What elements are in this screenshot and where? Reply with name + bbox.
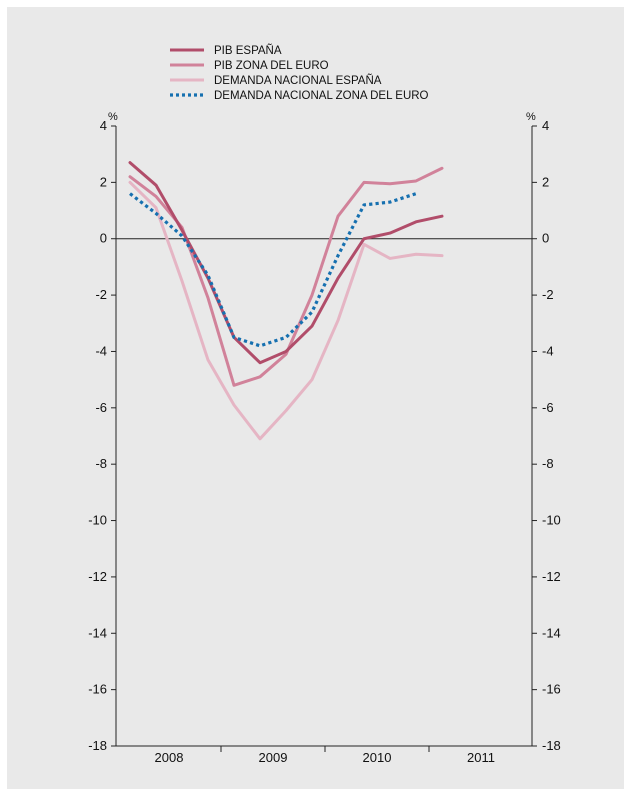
x-tick-label: 2010 [363,750,392,765]
y-tick-label-left: -2 [95,287,107,302]
y-tick-label-left: 0 [100,231,107,246]
legend-label: DEMANDA NACIONAL ESPAÑA [214,74,382,87]
y-tick-label-right: -6 [542,400,554,415]
legend: PIB ESPAÑA PIB ZONA DEL EURO DEMANDA NACIO… [170,44,429,102]
chart-panel [7,7,624,789]
y-tick-label-right: -8 [542,456,554,471]
y-axis-unit-right: % [526,111,536,123]
y-tick-label-left: -12 [88,569,107,584]
y-tick-label-right: 2 [542,174,549,189]
y-tick-label-right: 4 [542,118,549,133]
y-tick-label-right: 0 [542,231,549,246]
y-tick-label-right: -4 [542,343,554,358]
y-tick-label-left: -14 [88,625,107,640]
y-tick-label-left: -6 [95,400,107,415]
y-tick-label-right: -12 [542,569,561,584]
series-lines [128,161,444,441]
y-tick-label-left: -10 [88,513,107,528]
y-tick-label-left: -8 [95,456,107,471]
y-tick-label-left: 2 [100,174,107,189]
x-tick-label: 2011 [467,750,495,765]
y-axis-unit-left: % [108,111,118,123]
y-tick-label-right: -14 [542,625,561,640]
y-tick-label-right: -2 [542,287,554,302]
legend-label: DEMANDA NACIONAL ZONA DEL EURO [214,90,429,102]
y-tick-label-right: -10 [542,513,561,528]
x-tick-label: 2009 [259,750,288,765]
y-tick-label-left: 4 [100,118,107,133]
y-tick-label-right: -18 [542,738,561,753]
y-tick-label-left: -4 [95,343,107,358]
series-line-3 [128,180,444,441]
legend-label: PIB ESPAÑA [214,44,282,57]
y-tick-label-right: -16 [542,682,561,697]
y-tick-label-left: -18 [88,738,107,753]
series-line-1 [128,161,444,365]
x-tick-label: 2008 [155,750,184,765]
axes: 4 4 2 2 0 0 -2 -2 -4 -4 -6 -6 -8 -8 -10 -10 -12 -12 -14 -14… [88,118,561,765]
legend-label: PIB ZONA DEL EURO [214,60,329,72]
y-tick-label-left: -16 [88,682,107,697]
